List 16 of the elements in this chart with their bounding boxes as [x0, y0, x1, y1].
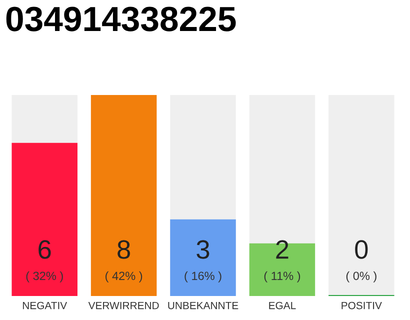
- data-label: ( 11% ): [264, 271, 300, 282]
- data-label: ( 0% ): [346, 271, 376, 282]
- x-tick-label: POSITIV: [342, 302, 382, 310]
- annotation: 6: [38, 240, 51, 259]
- x-tick-label: NEGATIV: [22, 302, 68, 310]
- data-label: ( 16% ): [184, 271, 222, 282]
- annotation: 3: [196, 240, 210, 259]
- x-tick-label: EGAL: [269, 302, 296, 310]
- chart-title: 034914338225: [6, 6, 236, 32]
- data-label: ( 42% ): [106, 271, 142, 282]
- annotation: 2: [276, 240, 288, 259]
- annotation: 0: [355, 240, 368, 259]
- annotation: 8: [118, 240, 130, 259]
- x-tick-label: UNBEKANNTE: [168, 302, 238, 310]
- x-tick-label: VERWIRREND: [88, 302, 159, 310]
- data-label: ( 32% ): [26, 271, 63, 282]
